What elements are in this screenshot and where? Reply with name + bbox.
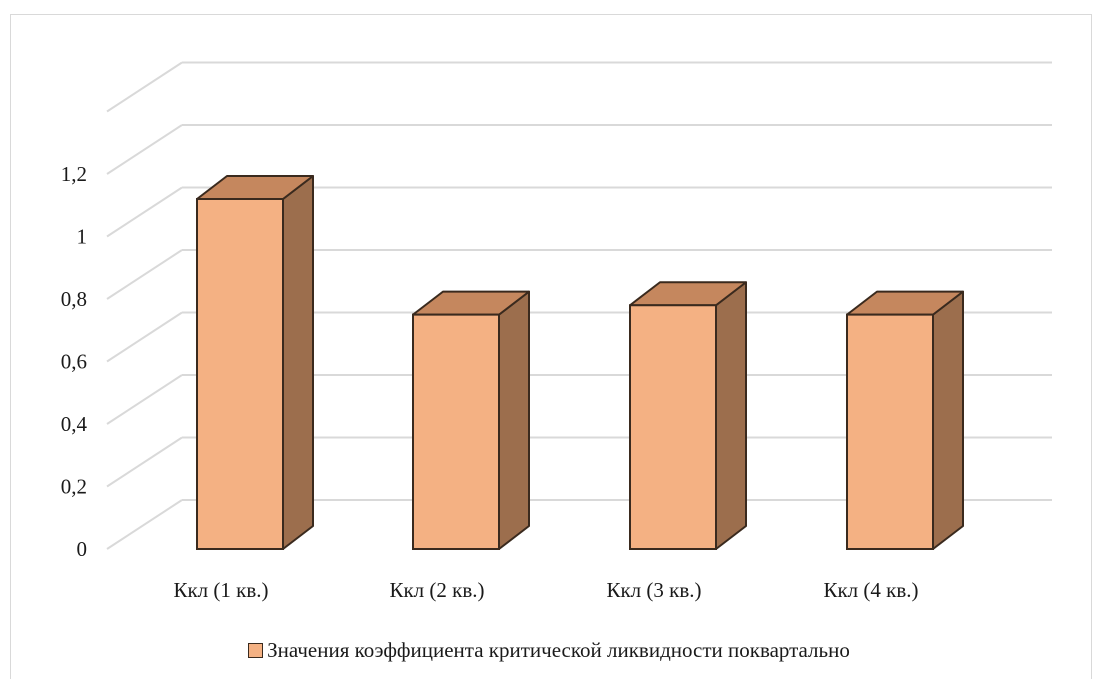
bar-side-face: [282, 175, 314, 550]
gridline-depth: [106, 436, 183, 488]
gridline-depth: [106, 499, 183, 550]
legend-swatch: [248, 642, 264, 658]
bar-front-face: [846, 313, 934, 550]
gridline-depth: [106, 124, 183, 175]
bar-front-face: [412, 313, 500, 550]
chart-frame: [10, 14, 1092, 679]
y-tick-label: 1: [77, 225, 88, 249]
x-category-label: Ккл (4 кв.): [823, 578, 918, 602]
bar-front-face: [196, 198, 284, 550]
gridlines: [106, 61, 1052, 550]
bar-3: [629, 281, 747, 550]
gridline-depth: [106, 61, 183, 113]
legend-label: Значения коэффициента критической ликвид…: [267, 638, 850, 662]
y-tick-label: 1,2: [61, 162, 87, 186]
y-axis-tick-labels: 0 0,2 0,4 0,6 0,8 1 1,2: [61, 162, 88, 561]
legend: Значения коэффициента критической ликвид…: [0, 638, 1098, 663]
y-tick-label: 0,6: [61, 350, 87, 374]
x-category-label: Ккл (1 кв.): [173, 578, 268, 602]
bar-front-face: [629, 304, 717, 550]
gridline-depth: [106, 249, 183, 300]
bar-2: [412, 290, 530, 550]
y-tick-label: 0,4: [61, 412, 88, 436]
x-category-label: Ккл (3 кв.): [606, 578, 701, 602]
y-tick-label: 0,2: [61, 475, 87, 499]
y-tick-label: 0: [77, 537, 88, 561]
y-tick-label: 0,8: [61, 287, 87, 311]
x-axis-category-labels: Ккл (1 кв.) Ккл (2 кв.) Ккл (3 кв.) Ккл (4 …: [173, 578, 918, 602]
gridline-depth: [106, 311, 183, 363]
x-category-label: Ккл (2 кв.): [389, 578, 484, 602]
bar-1: [196, 175, 314, 550]
bar-side-face: [932, 290, 964, 550]
gridline-depth: [106, 374, 183, 425]
bars: [196, 175, 964, 550]
bar-4: [846, 290, 964, 550]
gridline-depth: [106, 186, 183, 238]
bar-side-face: [715, 281, 747, 550]
bar-side-face: [498, 290, 530, 550]
